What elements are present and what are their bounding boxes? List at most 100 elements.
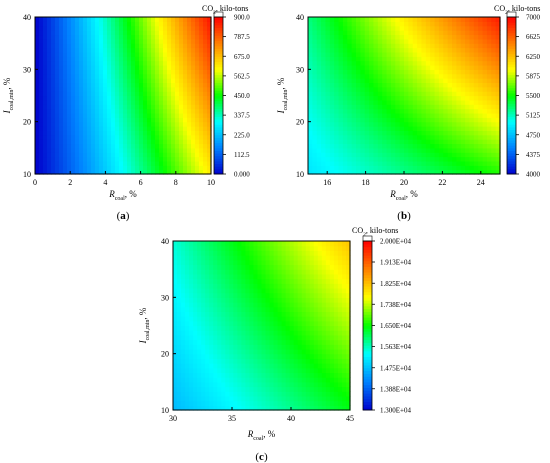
heatmap-cell (281, 325, 287, 331)
heatmap-cell (207, 56, 212, 62)
colorbar-swatch (214, 116, 223, 120)
heatmap-cell (253, 363, 259, 369)
heatmap-cell (171, 30, 176, 36)
heatmap-cell (469, 86, 475, 92)
heatmap-cell (412, 117, 418, 123)
heatmap-cell (277, 259, 283, 266)
heatmap-cell (417, 86, 423, 92)
heatmap-cell (281, 264, 287, 270)
colorbar-swatch (214, 113, 223, 117)
heatmap-cell (377, 117, 383, 123)
heatmap-cell (478, 143, 484, 149)
heatmap-cell (91, 121, 96, 127)
heatmap-cell (111, 95, 116, 101)
heatmap-cell (59, 156, 64, 162)
heatmap-cell (75, 51, 80, 57)
heatmap-cell (334, 104, 340, 110)
heatmap-cell (39, 78, 44, 84)
heatmap-cell (83, 169, 88, 175)
heatmap-cell (63, 143, 68, 149)
heatmap-cell (199, 82, 204, 88)
heatmap-cell (249, 311, 255, 317)
heatmap-cell (317, 358, 323, 364)
heatmap-cell (293, 264, 299, 270)
heatmap-cell (395, 143, 401, 149)
heatmap-cell (452, 169, 457, 175)
heatmap-cell (312, 78, 318, 84)
heatmap-cell (316, 25, 322, 31)
colorbar-swatch (214, 163, 223, 167)
heatmap-cell (225, 334, 230, 341)
heatmap-cell (265, 395, 271, 402)
heatmap-cell (347, 34, 353, 40)
heatmap-cell (334, 152, 340, 158)
heatmap-cell (71, 156, 76, 162)
heatmap-cell (213, 297, 218, 303)
heatmap-cell (207, 69, 212, 75)
heatmap-cell (51, 134, 56, 140)
heatmap-surface (308, 17, 501, 175)
heatmap-cell (356, 78, 361, 84)
heatmap-cell (430, 117, 436, 123)
heatmap-cell (245, 325, 251, 331)
heatmap-cell (159, 73, 164, 79)
heatmap-cell (143, 156, 148, 162)
heatmap-cell (213, 391, 218, 397)
heatmap-cell (189, 302, 194, 308)
heatmap-cell (183, 121, 188, 127)
heatmap-cell (329, 34, 335, 40)
heatmap-cell (47, 160, 52, 166)
heatmap-cell (181, 391, 186, 397)
heatmap-cell (460, 121, 466, 127)
heatmap-cell (317, 363, 323, 369)
heatmap-cell (233, 367, 238, 374)
heatmap-cell (469, 64, 475, 70)
heatmap-cell (139, 121, 144, 127)
heatmap-cell (171, 69, 176, 75)
heatmap-cell (107, 30, 112, 36)
heatmap-cell (75, 64, 80, 70)
heatmap-cell (356, 117, 361, 123)
heatmap-cell (35, 34, 40, 40)
heatmap-cell (111, 112, 116, 118)
heatmap-cell (395, 95, 401, 101)
heatmap-cell (119, 56, 124, 62)
heatmap-cell (313, 348, 319, 355)
heatmap-cell (289, 245, 295, 251)
heatmap-cell (395, 139, 401, 145)
heatmap-cell (163, 25, 168, 31)
heatmap-cell (265, 302, 271, 308)
heatmap-cell (245, 334, 251, 341)
heatmap-cell (71, 47, 76, 53)
heatmap-cell (173, 358, 178, 364)
heatmap-cell (195, 34, 200, 40)
heatmap-cell (473, 108, 479, 114)
heatmap-cell (316, 43, 322, 49)
heatmap-cell (351, 69, 357, 75)
colorbar-swatch (363, 379, 372, 383)
heatmap-cell (95, 56, 100, 62)
heatmap-cell (143, 86, 148, 92)
heatmap-cell (189, 255, 194, 261)
heatmap-cell (447, 34, 453, 40)
heatmap-cell (438, 95, 444, 101)
heatmap-cell (321, 56, 327, 62)
heatmap-cell (183, 91, 188, 97)
heatmap-cell (257, 316, 263, 322)
heatmap-cell (147, 91, 152, 97)
heatmap-cell (237, 320, 242, 327)
heatmap-cell (364, 47, 370, 53)
heatmap-cell (342, 139, 348, 145)
heatmap-cell (163, 147, 168, 153)
heatmap-cell (334, 25, 340, 31)
heatmap-cell (193, 264, 198, 270)
heatmap-cell (309, 372, 315, 378)
heatmap-cell (245, 311, 251, 317)
colorbar-swatch (507, 30, 516, 34)
heatmap-cell (269, 386, 275, 392)
heatmap-cell (83, 47, 88, 53)
heatmap-cell (103, 86, 108, 92)
colorbar-swatch (214, 147, 223, 151)
heatmap-cell (341, 363, 347, 369)
heatmap-cell (59, 43, 64, 49)
